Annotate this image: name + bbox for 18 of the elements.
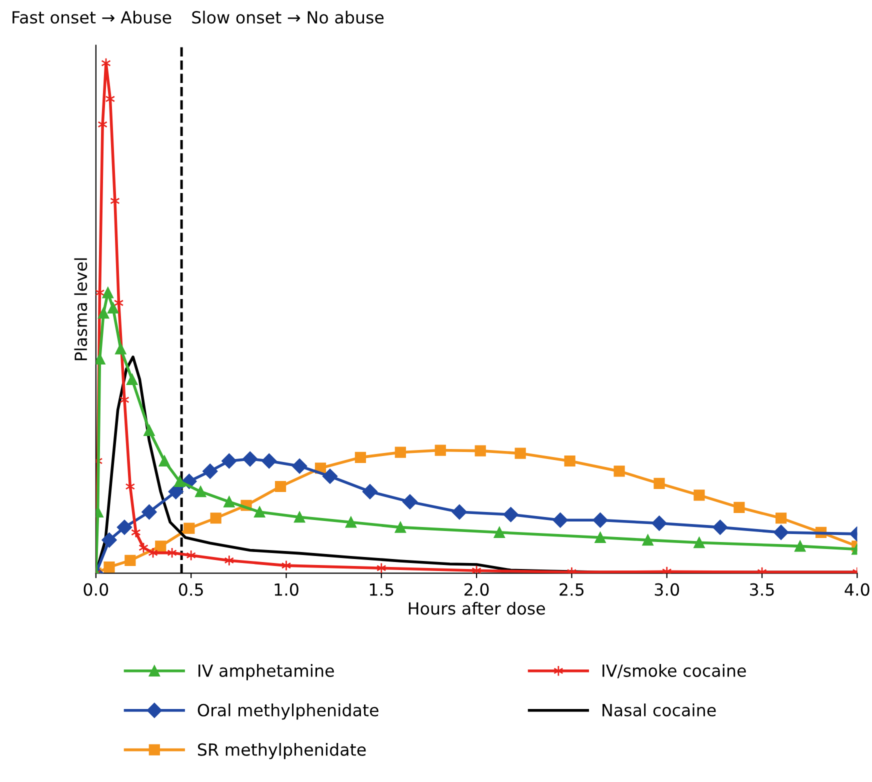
legend-label: SR methylphenidate (198, 742, 366, 760)
y-axis-title: Plasma level (74, 258, 88, 360)
x-tick-label: 3.5 (750, 583, 774, 596)
x-tick-label: 4.0 (844, 583, 870, 596)
legend-label: IV/smoke cocaine (602, 664, 746, 678)
x-tick-label: 2.5 (560, 583, 584, 596)
x-tick-label: 0.0 (84, 583, 108, 596)
x-axis-title: Hours after dose (408, 602, 545, 615)
legend-label: Oral methylphenidate (198, 704, 378, 720)
legend-label: Nasal cocaine (602, 704, 716, 716)
legend-label: IV amphetamine (198, 664, 334, 680)
x-tick-label: 1.5 (370, 583, 394, 596)
text: Slow onset → No abuse (192, 10, 384, 24)
x-tick-label: 0.5 (178, 583, 203, 596)
x-tick-label: 3.0 (654, 583, 680, 596)
x-tick-label: 2.0 (464, 583, 489, 596)
text: Fast onset → Abuse (12, 10, 172, 24)
x-tick-label: 1.0 (274, 583, 298, 596)
